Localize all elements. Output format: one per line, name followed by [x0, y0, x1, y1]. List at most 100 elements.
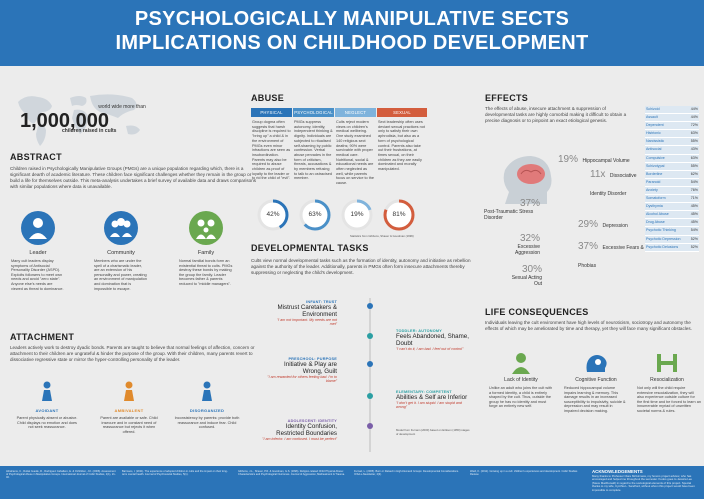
disorder-row: Dysthymia 45%: [645, 203, 699, 212]
sexual-abuse-donut: [383, 199, 415, 231]
reference-1: Abrahams, C., Ruttat Guede, R., Rodrigue…: [6, 470, 116, 480]
disorder-row: Drug Abuse 45%: [645, 219, 699, 228]
disorder-value: 55%: [690, 163, 698, 168]
stage-elementary-quote: "I don't get it. I am stupid. I am stupi…: [396, 401, 462, 409]
disorder-row: Paranoid 54%: [645, 178, 699, 187]
abuse-sexual-header: SEXUAL: [377, 108, 427, 117]
ambivalent-text: Parent are available or safe. Child inse…: [100, 416, 158, 434]
disorder-row: Dependent 72%: [645, 122, 699, 131]
effect-did-label: Dissociative Identity Disorder: [590, 173, 637, 197]
ambivalent-label: AMBIVALENT: [114, 408, 144, 413]
psychological-abuse-donut: [299, 199, 331, 231]
stage-elementary-title: ELEMENTARY: COMPETENT: [396, 390, 452, 394]
disorder-row: Anxiety 76%: [645, 186, 699, 196]
poster-title-line2: IMPLICATIONS ON CHILDHOOD DEVELOPMENT: [115, 32, 589, 54]
disorder-value: 52%: [690, 244, 698, 249]
disorganized-text: Inconsistency by parents: provide both r…: [174, 416, 240, 430]
effect-hippocampal-label: Hippocampal Volume: [582, 158, 630, 164]
brain-head-icon: [503, 156, 552, 204]
donut-arc: [341, 199, 373, 231]
disorder-value: 63%: [690, 131, 698, 136]
avoidant-label: AVOIDANT: [35, 408, 59, 413]
disorder-value: 43%: [690, 147, 698, 152]
psychological-abuse-value: 63%: [308, 211, 322, 218]
disorder-label: Assault: [646, 115, 658, 120]
stat-suffix: children raised in cults: [62, 128, 117, 134]
abuse-neglect-text: Cults reject modern views on children's …: [336, 120, 374, 186]
disorder-label: Psychotic Depression: [646, 236, 681, 241]
disorder-value: 44%: [690, 107, 698, 111]
stage-toddler: TODDLER: AUTONOMY Feels Abandoned, Shame…: [396, 329, 472, 351]
effect-did-value: 11x: [590, 169, 606, 180]
physical-abuse-donut: [257, 199, 289, 231]
disorder-label: Dependent: [646, 123, 664, 128]
community-icon: [104, 211, 138, 245]
disorder-value: 72%: [690, 123, 698, 128]
stage-elementary: ELEMENTARY: COMPETENT Abilities & Self a…: [396, 390, 472, 409]
disorder-row: Narcissistic 55%: [645, 138, 699, 147]
effect-fears-label: Excessive Fears & Phobias: [578, 245, 644, 269]
stage-elementary-outcome: Abilities & Self are Inferior: [396, 394, 468, 401]
disorder-value: 52%: [690, 236, 698, 241]
world-map-icon: [18, 94, 140, 146]
family-label: Family: [197, 250, 215, 256]
abuse-psychological-header: PSYCHOLOGICAL: [293, 108, 334, 117]
abuse-source: Statistics from Gibbons, Shaver & Goodma…: [350, 234, 414, 238]
lack-of-identity-label: Lack of Identity: [504, 377, 538, 383]
abuse-physical-text: Group dogma often suggests that harsh di…: [252, 120, 291, 181]
effect-aggression-value: 32%: [519, 233, 540, 244]
disorder-label: Psychotic Delusions: [646, 244, 679, 249]
abuse-neglect-header: NEGLECT: [335, 108, 376, 117]
disorder-value: 45%: [690, 212, 698, 217]
disorder-row: Psychotic Depression 52%: [645, 235, 699, 244]
stage-preschool-title: PRESCHOOL: PURPOSE: [288, 357, 337, 361]
effect-hippocampal: 19% Hippocampal Volume: [558, 149, 630, 167]
disorder-label: Alcohol Abuse: [646, 212, 669, 217]
effect-ptsd: 37% Post-Traumatic Stress Disorder: [484, 198, 540, 221]
donut-arc: [257, 199, 289, 231]
stage-adolescent-title: ADOLESCENT: IDENTITY: [287, 419, 337, 423]
stat-number: 1,000,000: [20, 110, 109, 132]
disorder-label: Dysthymia: [646, 204, 663, 209]
disorder-value: 54%: [690, 179, 698, 184]
attachment-heading: ATTACHMENT: [10, 332, 75, 342]
life-consequences-heading: LIFE CONSEQUENCES: [485, 307, 589, 317]
sexual-abuse-value: 81%: [392, 211, 406, 218]
disorder-value: 45%: [690, 204, 698, 209]
abstract-heading: ABSTRACT: [10, 152, 62, 162]
disorder-row: Schizoid 44%: [645, 106, 699, 115]
disorder-value: 71%: [690, 196, 698, 201]
disorder-label: Borderline: [646, 171, 663, 176]
poster-title-line1: PSYCHOLOGICALLY MANIPULATIVE SECTS: [134, 8, 570, 30]
reference-5: Ward, K. (2011). Growing up in a cult: c…: [470, 470, 578, 477]
cognitive-function-icon: [586, 355, 607, 372]
disorder-label: Narcissistic: [646, 139, 665, 144]
stage-toddler-quote: "I can't do it, I am bad. I feel out of …: [396, 347, 464, 351]
neglect-donut: [341, 199, 373, 231]
resocialization-text: Not only will the child require extensiv…: [637, 386, 701, 413]
effect-aggression: 32% Excessive Aggression: [500, 233, 540, 256]
abstract-text: Children raised in Psychologically Manip…: [10, 166, 257, 189]
leader-label: Leader: [29, 250, 47, 256]
disorder-label: Histrionic: [646, 131, 661, 136]
disorder-value: 54%: [690, 228, 698, 233]
donut-arc: [383, 199, 415, 231]
disorder-label: Psychotic Thinking: [646, 228, 676, 233]
ambivalent-child-icon: [124, 381, 134, 401]
poster-header: PSYCHOLOGICALLY MANIPULATIVE SECTS IMPLI…: [0, 0, 704, 66]
disorder-value: 45%: [690, 220, 698, 225]
stat-prefix: world wide more than: [98, 104, 146, 110]
resocialization-label: Resocialization: [650, 377, 684, 383]
effect-sexual-value: 30%: [521, 264, 542, 275]
abuse-neglect-column: NEGLECT Cults reject modern views on chi…: [335, 108, 376, 186]
abuse-heading: ABUSE: [251, 93, 285, 103]
disorder-value: 44%: [690, 115, 698, 120]
disorder-row: Somatoform 71%: [645, 195, 699, 204]
stage-infant-quote: "I am not important. My needs are not me…: [276, 318, 337, 326]
lack-of-identity-text: Unlike an adult who joins the cult with …: [489, 386, 553, 409]
life-consequences-text: Individuals leaving the cult environment…: [485, 320, 692, 331]
effect-fears: 37% Excessive Fears & Phobias: [578, 236, 644, 272]
disorder-label: Drug Abuse: [646, 220, 665, 225]
community-text: Members who are under the spell of a cha…: [94, 259, 147, 291]
effect-aggression-label: Excessive Aggression: [514, 244, 540, 256]
